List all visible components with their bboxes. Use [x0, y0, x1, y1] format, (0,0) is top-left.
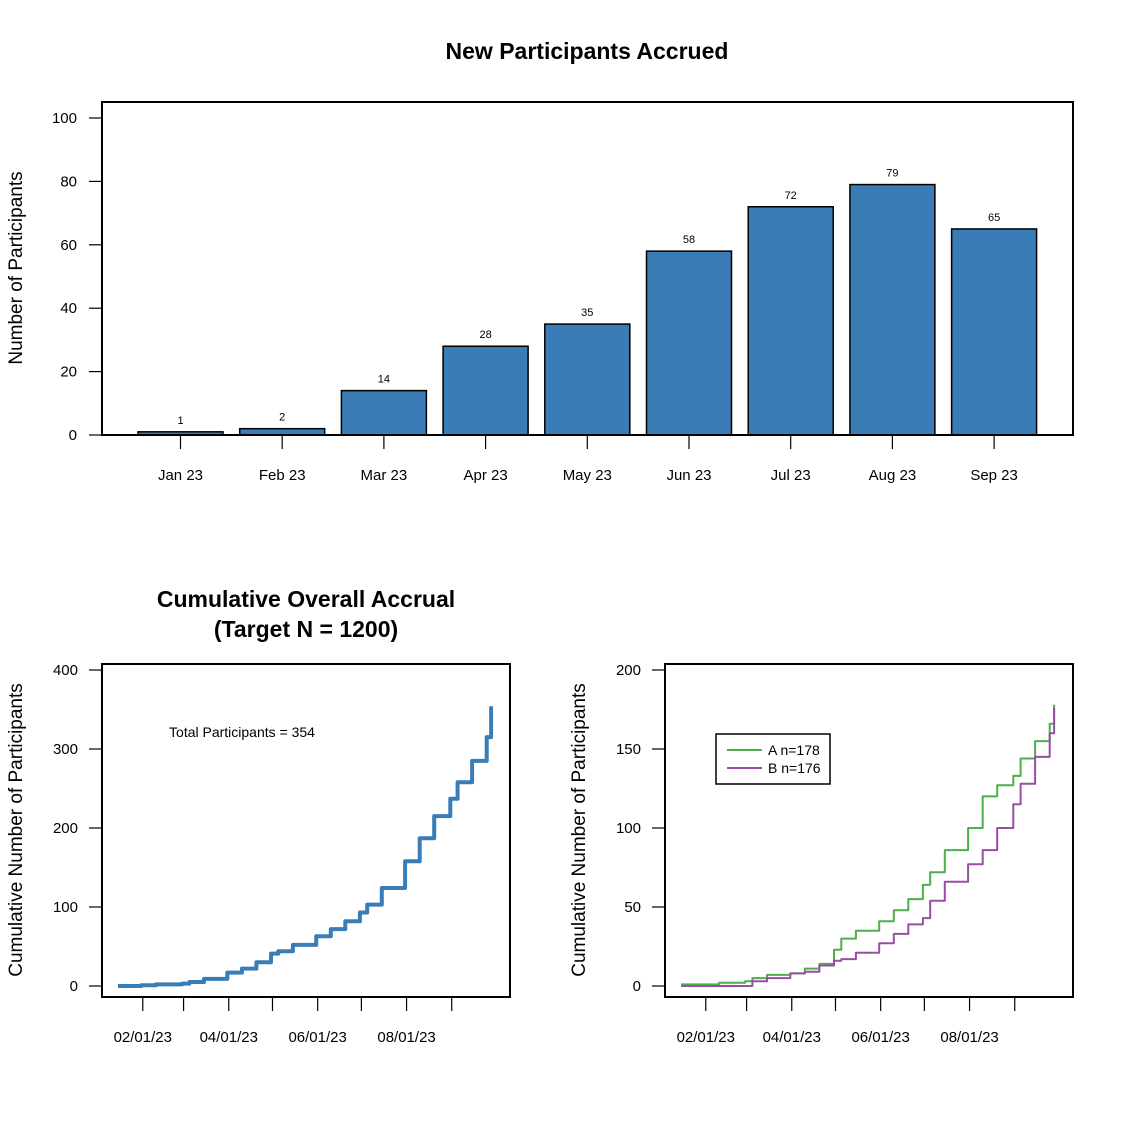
cumulative-by-arm-panel: Cumulative Number of Participants 0 50 100… — [569, 662, 1074, 1046]
y-tick-label: 300 — [53, 741, 78, 758]
bar — [340, 389, 428, 436]
bar — [645, 250, 733, 436]
bar — [950, 228, 1038, 436]
x-tick-label: 02/01/23 — [677, 1029, 735, 1046]
y-tick-label: 20 — [60, 364, 77, 381]
x-tick-label: Jul 23 — [771, 467, 811, 484]
y-tick-label: 40 — [60, 300, 77, 317]
bar-data-label: 2 — [279, 412, 285, 424]
legend-box — [715, 733, 831, 785]
x-tick-label: 06/01/23 — [288, 1029, 346, 1046]
x-tick-label: Jun 23 — [666, 467, 711, 484]
y-tick-label: 50 — [624, 899, 641, 916]
x-tick-label: 04/01/23 — [763, 1029, 821, 1046]
overall-plot-frame — [101, 663, 511, 998]
bar-plot-frame — [101, 101, 1074, 436]
arms-axes: 0 50 100 150 200 02/01/23 04/01/23 06/01/23 08/0… — [616, 662, 1016, 1046]
y-tick-label: 200 — [616, 662, 641, 679]
x-tick-label: Sep 23 — [970, 467, 1018, 484]
bar-data-label: 65 — [988, 212, 1000, 224]
overall-chart-title: Cumulative Overall Accrual — [157, 586, 455, 612]
x-tick-label: Aug 23 — [869, 467, 917, 484]
x-tick-label: 08/01/23 — [377, 1029, 435, 1046]
bar-data-label: 1 — [177, 415, 183, 427]
series-line — [681, 707, 1056, 987]
bar-data-label: 14 — [378, 374, 390, 386]
y-tick-label: 60 — [60, 237, 77, 254]
legend-label-a: A n=178 — [768, 742, 820, 758]
arms-legend: A n=178 B n=176 — [715, 733, 831, 785]
y-tick-label: 80 — [60, 173, 77, 190]
y-tick-label: 200 — [53, 820, 78, 837]
arms-y-axis-label: Cumulative Number of Participants — [569, 683, 590, 977]
bar — [849, 183, 936, 436]
bar-y-axis-label: Number of Participants — [6, 171, 27, 364]
y-tick-label: 0 — [69, 427, 77, 444]
bar — [544, 323, 631, 436]
overall-chart-subtitle: (Target N = 1200) — [214, 616, 398, 642]
y-tick-label: 0 — [70, 978, 78, 995]
x-tick-label: Jan 23 — [158, 467, 203, 484]
bar-data-label: 72 — [785, 190, 797, 202]
x-tick-label: Mar 23 — [361, 467, 408, 484]
overall-lines — [117, 706, 494, 988]
x-tick-label: 06/01/23 — [851, 1029, 909, 1046]
bar — [747, 206, 834, 436]
new-participants-panel: New Participants Accrued Number of Parti… — [6, 38, 1074, 484]
y-tick-label: 150 — [616, 741, 641, 758]
cumulative-overall-panel: Cumulative Overall Accrual (Target N = 1… — [6, 586, 511, 1046]
legend-label-b: B n=176 — [768, 760, 821, 776]
y-tick-label: 100 — [616, 820, 641, 837]
bar-axes: Jan 23 Feb 23 Mar 23 Apr 23 May 23 Jun 23 Jul … — [52, 110, 1018, 484]
bar-data-label: 79 — [886, 168, 898, 180]
arms-lines — [680, 704, 1056, 987]
bar-data-label: 28 — [479, 329, 491, 341]
x-tick-label: 08/01/23 — [940, 1029, 998, 1046]
overall-y-axis-label: Cumulative Number of Participants — [6, 683, 27, 977]
bar-data-label: 58 — [683, 234, 695, 246]
series-line — [118, 706, 494, 988]
arms-plot-frame — [664, 663, 1074, 998]
bar-marks: 1 2 14 28 35 58 72 79 65 — [137, 168, 1038, 436]
x-tick-label: May 23 — [563, 467, 612, 484]
bar-data-label: 35 — [581, 307, 593, 319]
y-tick-label: 100 — [52, 110, 77, 127]
x-tick-label: Feb 23 — [259, 467, 306, 484]
y-tick-label: 400 — [53, 662, 78, 679]
x-tick-label: Apr 23 — [463, 467, 507, 484]
y-tick-label: 100 — [53, 899, 78, 916]
x-tick-label: 04/01/23 — [200, 1029, 258, 1046]
x-tick-label: 02/01/23 — [114, 1029, 172, 1046]
bar — [442, 345, 529, 436]
total-participants-annotation: Total Participants = 354 — [169, 724, 315, 740]
y-tick-label: 0 — [633, 978, 641, 995]
bar-chart-title: New Participants Accrued — [446, 38, 729, 64]
